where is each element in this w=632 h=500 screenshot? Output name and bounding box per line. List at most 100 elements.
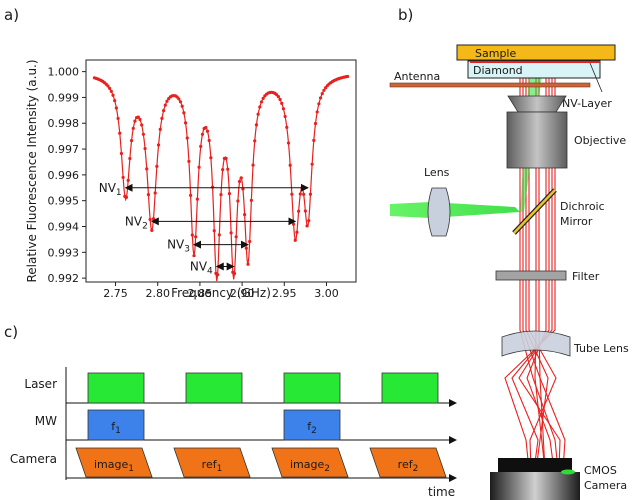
camera-label-1: CMOS (584, 464, 617, 477)
spectrum-point (288, 163, 292, 167)
nv-pair-label: NV4 (190, 260, 213, 277)
spectrum-point (232, 271, 237, 276)
spectrum-point (141, 132, 145, 136)
row-label-mw: MW (35, 414, 57, 428)
spectrum-point (136, 115, 140, 119)
antenna-bar (389, 82, 591, 88)
fluorescence-rays (504, 70, 566, 471)
spectrum-point (143, 146, 147, 151)
spectrum-point (162, 108, 166, 113)
y-tick-label: 0.999 (48, 91, 80, 104)
spectrum-point (146, 192, 151, 197)
y-tick-label: 0.992 (48, 272, 80, 285)
spectrum-point (244, 246, 248, 250)
spectrum-point (182, 111, 186, 115)
spectrum-point (295, 230, 299, 234)
spectrum-point (234, 235, 238, 239)
spectrum-point (249, 198, 253, 202)
spectrum-point (276, 95, 280, 99)
spectrum-point (286, 141, 291, 145)
x-tick-label: 2.85 (188, 287, 213, 300)
spectrum-point (209, 156, 213, 160)
antenna-label: Antenna (394, 70, 440, 83)
spectrum-point (293, 238, 297, 242)
lens-label: Lens (424, 166, 450, 179)
y-tick-label: 0.995 (48, 195, 80, 208)
camera-frame (271, 447, 349, 478)
filter-label: Filter (572, 270, 600, 283)
nv-pair-label: NV1 (99, 181, 122, 198)
spectrum-point (153, 191, 157, 195)
x-tick-label: 2.95 (272, 287, 297, 300)
spectrum-point (303, 209, 307, 213)
spectrum-point (111, 93, 115, 97)
spectrum-point (285, 125, 289, 129)
spectrum-point (281, 107, 286, 111)
spectrum-point (278, 97, 282, 102)
nv-layer-label: NV-Layer (562, 97, 612, 110)
camera-frame-label: image2 (290, 458, 330, 474)
spectrum-point (310, 162, 314, 166)
sample-label: Sample (475, 47, 516, 60)
spectrum-point (313, 121, 318, 126)
y-tick-label: 0.997 (48, 143, 80, 156)
objective-label: Objective (574, 134, 626, 147)
spectrum-point (308, 192, 313, 196)
spectrum-point (246, 262, 250, 266)
spectrum-point (189, 193, 193, 198)
spectrum-point (124, 195, 129, 199)
spectrum-point (290, 192, 294, 196)
time-label: time (428, 485, 455, 499)
spectrum-point (212, 229, 216, 233)
spectrum-point (113, 99, 117, 103)
spectrum-point (121, 175, 125, 180)
spectrum-point (187, 159, 191, 163)
x-tick-label: 2.90 (230, 287, 255, 300)
spectrum-point (283, 114, 287, 119)
row-label-camera: Camera (10, 452, 57, 466)
filter (495, 270, 567, 281)
panel-b-label: b) (398, 6, 413, 24)
laser-pulse (283, 372, 341, 404)
spectrum-point (108, 86, 112, 90)
spectrum-point (207, 138, 211, 143)
spectrum-point (229, 231, 233, 235)
spectrum-point (307, 218, 311, 223)
x-axis-label: Frequency (GHz) (171, 286, 271, 300)
spectrum-point (126, 178, 130, 182)
camera-frame (173, 447, 251, 478)
spectrum-point (312, 138, 316, 142)
spectrum-point (318, 96, 323, 100)
objective-body (506, 111, 568, 169)
y-tick-label: 0.993 (48, 246, 80, 259)
spectrum-point (194, 235, 198, 239)
laser-pulse (87, 372, 145, 404)
spectrum-point (155, 164, 159, 168)
camera-top (498, 458, 572, 472)
spectrum-point (129, 138, 134, 143)
spectrum-point (178, 100, 183, 104)
spectrum-point (119, 151, 124, 156)
spectrum-point (291, 222, 296, 226)
spectrum-point (133, 119, 137, 123)
spectrum-line (94, 75, 348, 282)
tube-lens-label: Tube Lens (573, 342, 629, 355)
spectrum-point (305, 224, 309, 228)
y-tick-label: 0.994 (48, 221, 80, 234)
diamond-label: Diamond (473, 64, 523, 77)
spectrum-point (148, 217, 152, 222)
camera-frame-label: ref2 (398, 458, 419, 474)
dichroic-label-1: Dichroic (560, 200, 605, 213)
sample-block (456, 44, 616, 61)
mw-pulse-label: f2 (307, 420, 317, 436)
spectrum-plot: 2.75 2.80 2.85 2.90 2.95 3.00 0.992 0.993 0.994 0… (25, 59, 357, 300)
nv-pair-label: NV3 (167, 238, 190, 255)
objective-front (507, 95, 567, 113)
spectrum-point (195, 197, 199, 201)
y-tick-label: 0.996 (48, 169, 80, 182)
nv-pair-label: NV2 (125, 214, 148, 231)
mw-pulse (87, 409, 145, 441)
spectrum-point (163, 103, 167, 107)
